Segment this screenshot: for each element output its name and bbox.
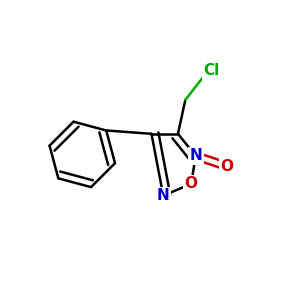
Text: N: N (189, 148, 202, 164)
Text: O: O (185, 176, 198, 191)
Text: Cl: Cl (204, 63, 220, 78)
Text: O: O (220, 159, 233, 174)
Text: N: N (157, 188, 169, 203)
